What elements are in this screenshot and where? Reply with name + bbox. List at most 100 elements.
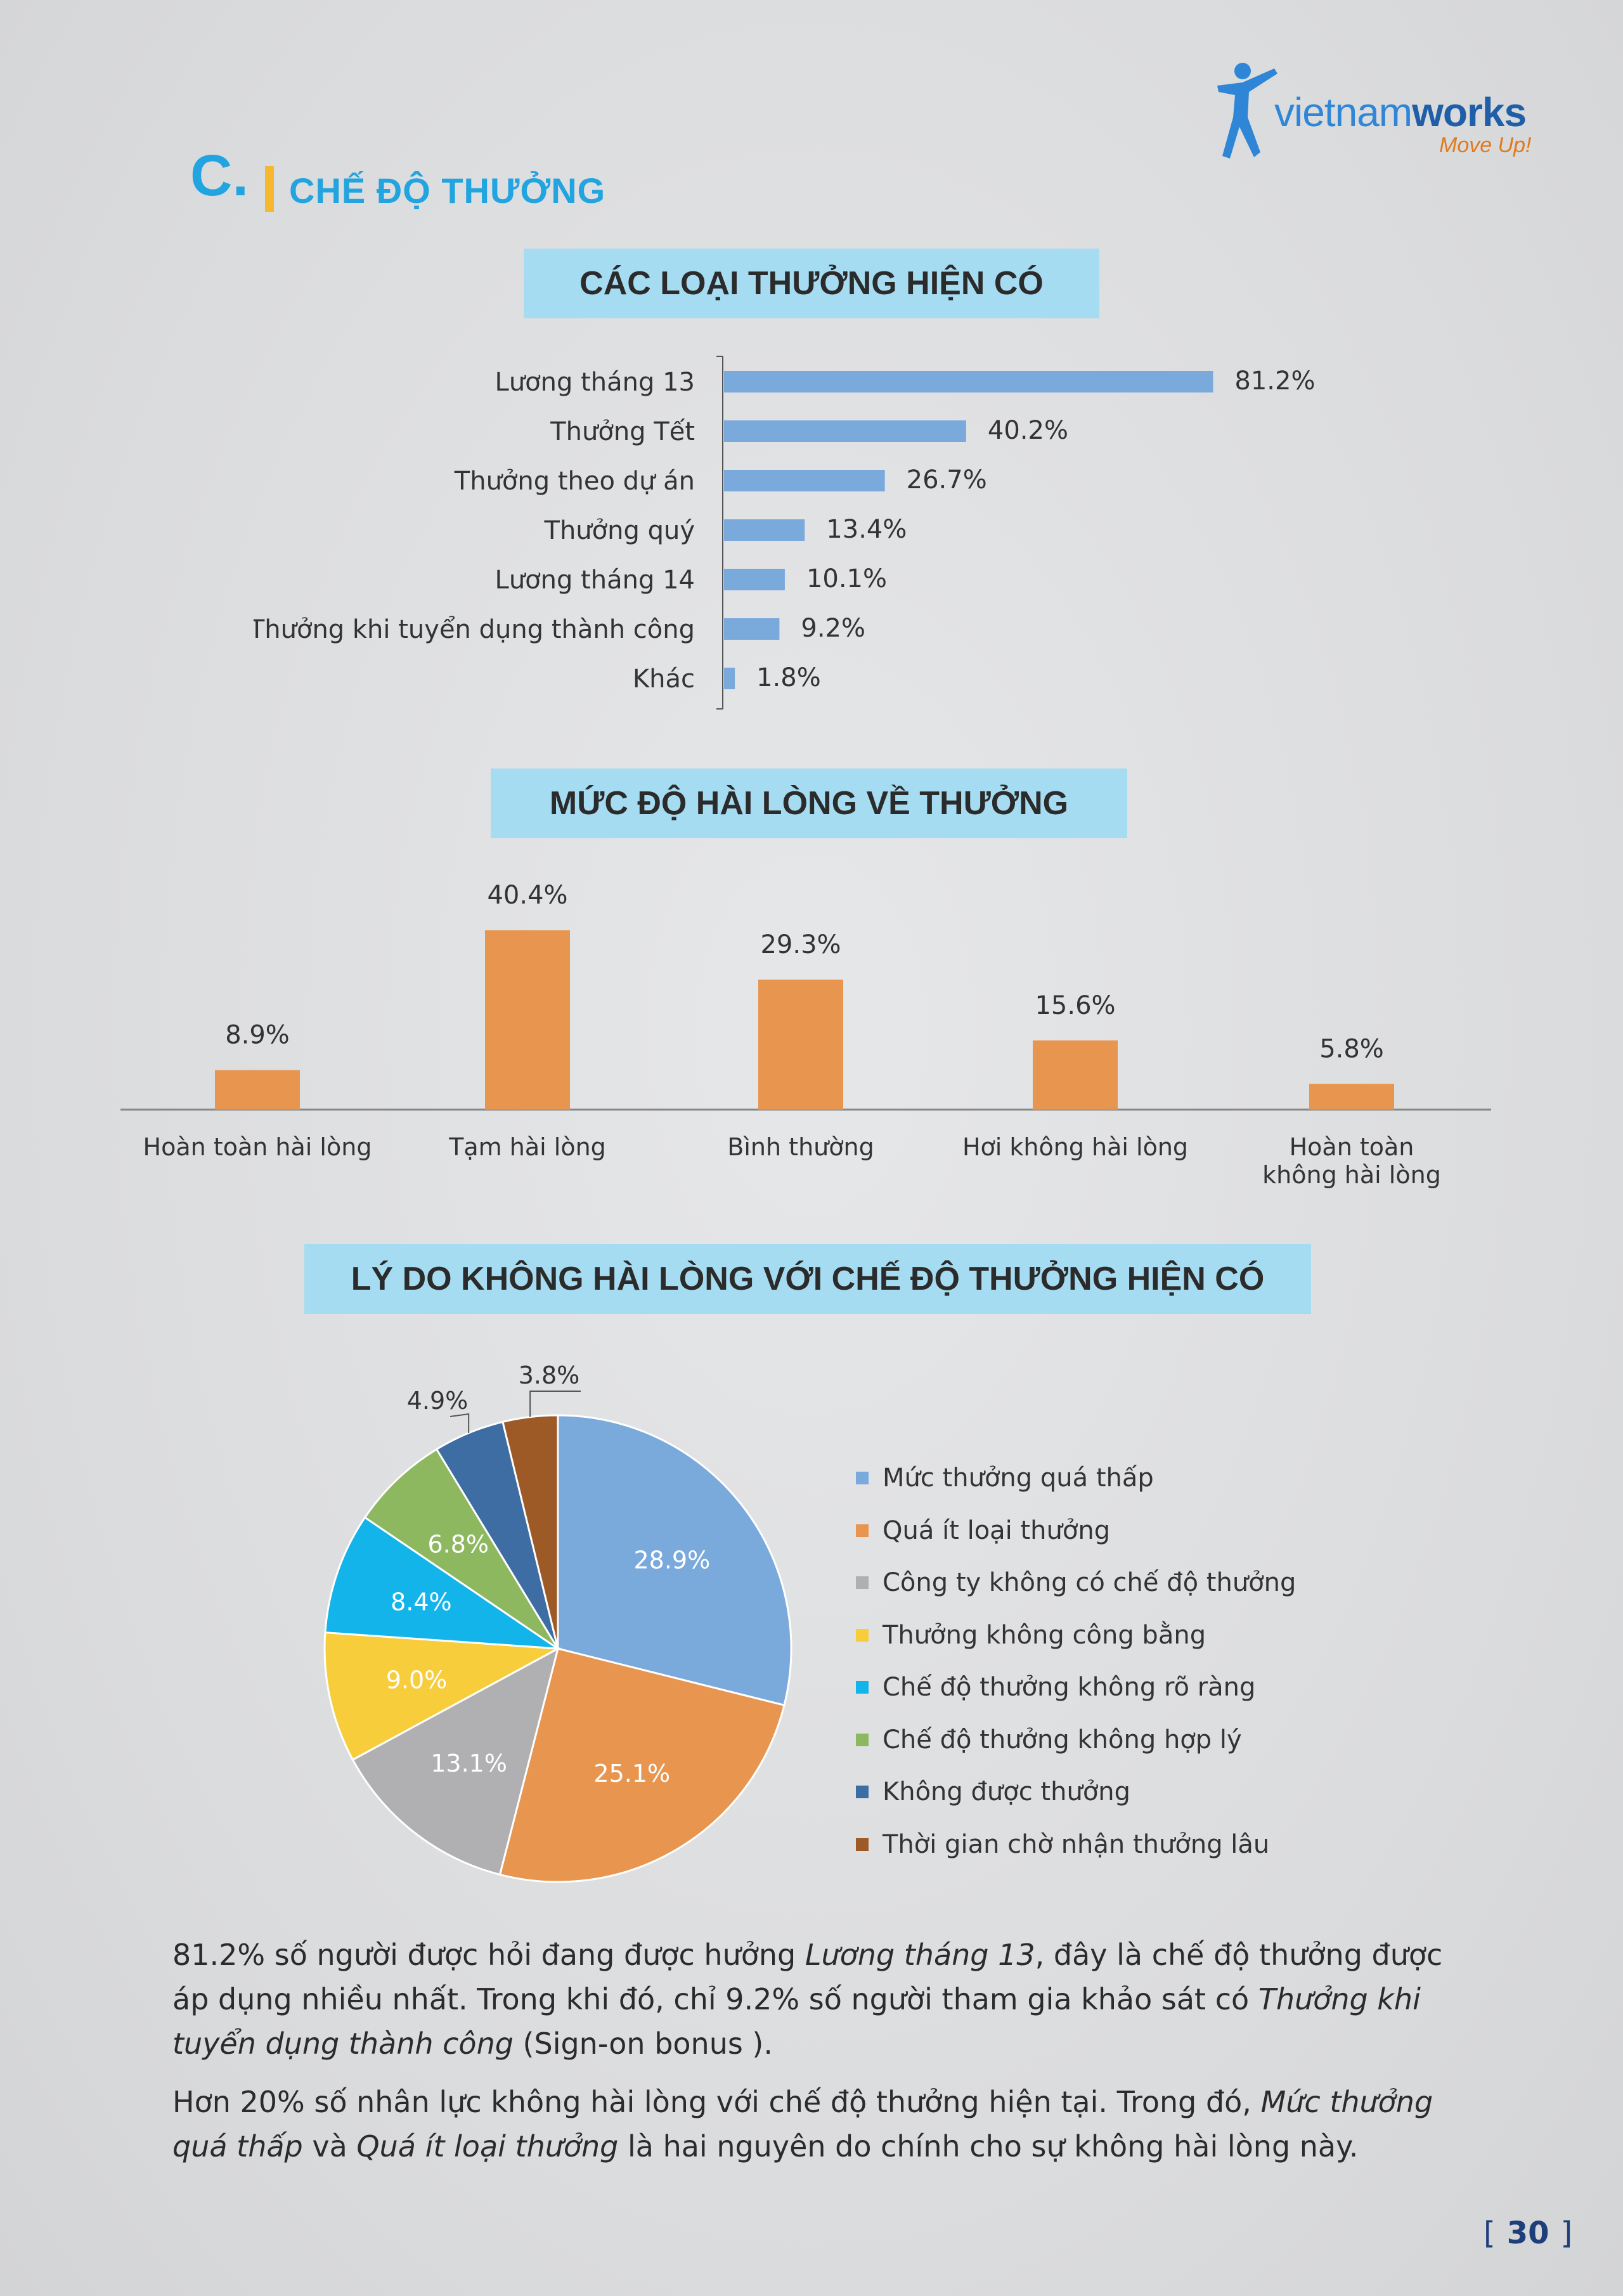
legend-label-7: Thời gian chờ nhận thưởng lâu xyxy=(883,1829,1270,1859)
value-label-6: 1.8% xyxy=(756,663,821,692)
legend-swatch-6 xyxy=(856,1786,869,1799)
legend-item-7: Thời gian chờ nhận thưởng lâu xyxy=(856,1819,1296,1871)
slice-label-0: 28.9% xyxy=(633,1547,710,1574)
legend-label-4: Chế độ thưởng không rõ ràng xyxy=(883,1673,1256,1703)
dissatisfaction-reasons-banner: LÝ DO KHÔNG HÀI LÒNG VỚI CHẾ ĐỘ THƯỞNG H… xyxy=(304,1244,1311,1314)
legend-label-0: Mức thưởng quá thấp xyxy=(883,1463,1154,1493)
category-label-0: Hoàn toàn hài lòng xyxy=(143,1133,372,1161)
slice-label-7: 3.8% xyxy=(519,1361,580,1389)
p2-text-e: là hai nguyên do chính cho sự không hài … xyxy=(618,2129,1359,2163)
value-label-4: 5.8% xyxy=(1319,1034,1384,1063)
bar-0 xyxy=(215,1070,300,1110)
p1-emphasis-d: Thưởng khi tuyển dụng thành công xyxy=(172,1982,1421,2061)
p1-text-e: (Sign-on bonus ). xyxy=(513,2027,773,2061)
legend-item-6: Không được thưởng xyxy=(856,1766,1296,1819)
bar-3 xyxy=(724,519,805,541)
slice-label-3: 9.0% xyxy=(386,1666,448,1694)
bar-1 xyxy=(485,930,570,1110)
pie-slice-5 xyxy=(363,1448,559,1650)
legend-item-0: Mức thưởng quá thấp xyxy=(856,1452,1296,1505)
logo-brand-light: vietnam xyxy=(1274,89,1413,135)
p2-text-c: và xyxy=(302,2129,357,2163)
bar-2 xyxy=(758,979,843,1110)
jumping-person-icon xyxy=(1217,63,1277,159)
page-number-value: 30 xyxy=(1506,2215,1549,2251)
category-label-5: Thưởng khi tuyển dụng thành công xyxy=(254,615,695,644)
bar-2 xyxy=(724,470,885,491)
legend-label-6: Không được thưởng xyxy=(883,1777,1131,1807)
legend-swatch-5 xyxy=(856,1733,869,1746)
category-label-2: Bình thường xyxy=(727,1133,874,1161)
category-label-4: Lương tháng 14 xyxy=(495,566,695,595)
legend-swatch-4 xyxy=(856,1681,869,1694)
slice-label-2: 13.1% xyxy=(430,1749,507,1777)
value-label-5: 9.2% xyxy=(801,614,865,643)
category-label-1: Tạm hài lòng xyxy=(448,1133,606,1161)
slice-label-5: 6.8% xyxy=(427,1531,489,1559)
dissatisfaction-pie-chart: 28.9% 25.1% 13.1% 9.0% 8.4% 6.8% 4.9% 3.8% xyxy=(323,1361,792,1883)
value-label-0: 81.2% xyxy=(1234,366,1315,396)
value-label-4: 10.1% xyxy=(806,564,887,593)
pie-slice-4 xyxy=(324,1516,562,1650)
pie-slice-1 xyxy=(498,1647,786,1883)
legend-item-1: Quá ít loại thưởng xyxy=(856,1505,1296,1557)
legend-swatch-3 xyxy=(856,1628,869,1642)
satisfaction-chart: 8.9% Hoàn toàn hài lòng 40.4% Tạm hài lòng 2… xyxy=(120,881,1491,1189)
legend-swatch-7 xyxy=(856,1838,869,1851)
bar-1 xyxy=(724,420,966,442)
pie-legend: Mức thưởng quá thấp Quá ít loại thưởng Côn… xyxy=(856,1452,1296,1871)
bar-4 xyxy=(724,569,785,590)
logo-wordmark: vietnamworks xyxy=(1274,89,1527,136)
pie-slice-0 xyxy=(557,1414,792,1707)
category-label-4-line-0: Hoàn toàn xyxy=(1290,1133,1414,1161)
p2-text-a: Hơn 20% số nhân lực không hài lòng với c… xyxy=(172,2085,1261,2119)
leader-line-7 xyxy=(529,1391,581,1417)
p2-emphasis-d: Quá ít loại thưởng xyxy=(356,2129,619,2163)
category-label-6: Khác xyxy=(633,665,695,694)
category-label-4-line-1: không hài lòng xyxy=(1262,1161,1441,1189)
slice-label-6: 4.9% xyxy=(407,1387,469,1415)
value-label-1: 40.4% xyxy=(487,881,567,910)
satisfaction-banner: MỨC ĐỘ HÀI LÒNG VỀ THƯỞNG xyxy=(491,769,1127,838)
section-title: CHẾ ĐỘ THƯỞNG xyxy=(289,171,606,211)
bar-4 xyxy=(1309,1084,1394,1110)
legend-item-2: Công ty không có chế độ thưởng xyxy=(856,1557,1296,1609)
category-label-3: Thưởng quý xyxy=(544,516,695,545)
legend-swatch-2 xyxy=(856,1576,869,1590)
bar-0 xyxy=(724,371,1213,392)
summary-paragraph-2: Hơn 20% số nhân lực không hài lòng với c… xyxy=(172,2080,1466,2169)
logo-tagline: Move Up! xyxy=(1439,133,1532,157)
legend-swatch-1 xyxy=(856,1524,869,1537)
category-label-3: Hơi không hài lòng xyxy=(962,1133,1188,1161)
section-letter: C. xyxy=(190,143,249,208)
bar-6 xyxy=(724,668,735,689)
summary-paragraph-1: 81.2% số người được hỏi đang được hưởng … xyxy=(172,1933,1466,2066)
legend-item-5: Chế độ thưởng không hợp lý xyxy=(856,1714,1296,1767)
page-number: [30] xyxy=(1484,2215,1573,2251)
pie-slice-7 xyxy=(501,1414,559,1649)
category-label-2: Thưởng theo dự án xyxy=(454,467,695,496)
p1-text-c: , đây là chế độ thưởng được áp dụng nhiề… xyxy=(172,1938,1443,2016)
vietnamworks-logo: vietnamworks Move Up! xyxy=(1205,57,1560,171)
legend-item-3: Thưởng không công bằng xyxy=(856,1609,1296,1662)
value-label-1: 40.2% xyxy=(988,416,1068,445)
legend-swatch-0 xyxy=(856,1472,869,1485)
bar-3 xyxy=(1033,1040,1118,1110)
pie-slice-2 xyxy=(351,1647,560,1876)
value-label-0: 8.9% xyxy=(225,1021,290,1050)
category-label-0: Lương tháng 13 xyxy=(495,368,695,397)
value-label-3: 13.4% xyxy=(826,515,907,544)
bonus-types-banner: CÁC LOẠI THƯỞNG HIỆN CÓ xyxy=(524,249,1099,318)
slice-label-4: 8.4% xyxy=(391,1588,452,1616)
p2-emphasis-b: Mức thưởng quá thấp xyxy=(172,2085,1433,2163)
value-label-2: 26.7% xyxy=(907,465,987,495)
logo-brand-bold: works xyxy=(1412,89,1527,135)
legend-label-2: Công ty không có chế độ thưởng xyxy=(883,1568,1296,1598)
p1-text-a: 81.2% số người được hỏi đang được hưởng xyxy=(172,1938,805,1972)
legend-label-5: Chế độ thưởng không hợp lý xyxy=(883,1725,1242,1754)
legend-label-3: Thưởng không công bằng xyxy=(883,1620,1206,1650)
value-label-3: 15.6% xyxy=(1035,991,1115,1020)
slice-label-1: 25.1% xyxy=(593,1760,670,1787)
bar-5 xyxy=(724,618,780,640)
bonus-types-chart: Lương tháng 13 81.2% Thưởng Tết 40.2% Thưởng… xyxy=(254,356,1315,710)
